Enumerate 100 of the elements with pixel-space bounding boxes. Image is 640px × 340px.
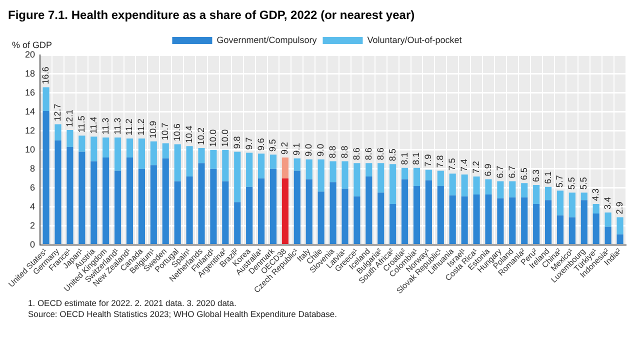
bar	[556, 215, 564, 244]
bar	[437, 170, 444, 186]
bar	[102, 138, 110, 158]
bar	[222, 150, 229, 182]
bar	[544, 186, 552, 200]
total-label: 9.1	[292, 142, 302, 156]
bar	[294, 158, 300, 171]
chart-title: Figure 7.1. Health expenditure as a share of GDP, 2022 (or nearest year)	[8, 8, 416, 22]
bar	[497, 198, 504, 244]
total-label: 6.1	[542, 171, 553, 184]
bar	[449, 174, 456, 196]
bar	[66, 130, 74, 148]
y-tick-label: 2	[30, 220, 36, 230]
bar	[354, 196, 360, 244]
y-tick-label: 12	[25, 125, 36, 136]
total-label: 5.7	[554, 175, 565, 188]
total-label: 11.4	[88, 116, 98, 134]
bar	[378, 163, 384, 193]
bar	[198, 163, 205, 244]
bar	[592, 204, 600, 214]
y-tick-label: 6	[30, 182, 36, 192]
bar	[138, 168, 145, 244]
bar	[473, 194, 480, 244]
bar	[425, 170, 432, 180]
bar	[246, 186, 253, 244]
total-label: 12.7	[52, 104, 62, 122]
bar	[342, 161, 348, 189]
total-label: 11.3	[100, 118, 110, 135]
bar	[342, 188, 348, 244]
bar	[485, 194, 492, 244]
bar	[366, 176, 372, 244]
bar	[544, 200, 552, 244]
bar	[246, 152, 253, 187]
y-tick-label: 10	[25, 144, 36, 154]
total-label: 8.8	[339, 146, 350, 158]
bar	[413, 186, 420, 244]
total-label: 3.4	[602, 196, 613, 210]
bar	[234, 202, 241, 244]
total-label: 9.7	[244, 137, 254, 150]
total-label: 8.1	[399, 152, 410, 165]
total-label: 11.2	[136, 118, 146, 136]
bar	[449, 195, 456, 244]
y-tick-label: 16	[25, 87, 36, 98]
bar	[270, 154, 277, 169]
bar	[497, 181, 504, 198]
total-label: 8.6	[375, 148, 386, 160]
total-label: 5.5	[578, 177, 589, 190]
bar	[318, 192, 324, 244]
total-label: 8.6	[363, 148, 374, 160]
total-label: 9.2	[280, 142, 290, 154]
bar	[461, 174, 468, 196]
text: 1. OECD estimate for 2022. 2. 2021 data. 3. 2020 data.	[27, 298, 238, 309]
bar	[90, 136, 98, 162]
y-tick-label: 18	[25, 68, 36, 78]
total-label: 8.5	[387, 148, 398, 162]
bar	[162, 143, 169, 158]
bar	[616, 234, 624, 244]
bar	[390, 204, 396, 244]
total-label: 10.7	[160, 122, 170, 140]
total-label: 10.9	[148, 120, 158, 138]
bar	[54, 140, 62, 244]
bar	[401, 168, 408, 180]
total-label: 7.5	[447, 158, 458, 171]
total-label: 10.4	[184, 126, 194, 144]
total-label: 10.6	[172, 124, 182, 142]
bar	[42, 87, 50, 111]
bar	[306, 159, 312, 180]
bar	[162, 158, 169, 244]
total-label: 6.7	[494, 166, 505, 178]
bar	[485, 179, 492, 194]
bar	[604, 212, 612, 227]
bar	[282, 157, 288, 178]
bar	[390, 164, 396, 204]
bar	[138, 138, 145, 169]
bar	[174, 144, 181, 182]
bar	[568, 192, 576, 218]
total-label: 9.8	[232, 136, 242, 149]
bar	[294, 170, 300, 244]
bar	[556, 190, 564, 216]
bar	[102, 157, 110, 244]
total-label: 11.2	[124, 118, 134, 136]
bar	[425, 180, 432, 244]
bar	[150, 165, 157, 244]
total-label: 8.1	[411, 152, 422, 165]
bar	[198, 148, 205, 164]
bar	[533, 184, 540, 204]
total-label: 4.3	[590, 188, 601, 201]
bar	[210, 168, 217, 244]
total-label: 6.7	[506, 166, 517, 178]
source-note: Source: OECD Health Statistics 2023; WHO Global Health Expenditure Database.	[27, 309, 338, 320]
total-label: 8.8	[328, 146, 338, 158]
bar	[473, 176, 480, 194]
total-label: 9.5	[268, 139, 278, 152]
total-label: 2.9	[614, 202, 625, 214]
bar	[568, 217, 576, 244]
y-tick-label: 14	[25, 106, 36, 116]
bar	[54, 124, 62, 140]
bar	[604, 226, 612, 244]
total-label: 10.2	[196, 127, 206, 145]
total-label: 10.0	[220, 129, 230, 147]
